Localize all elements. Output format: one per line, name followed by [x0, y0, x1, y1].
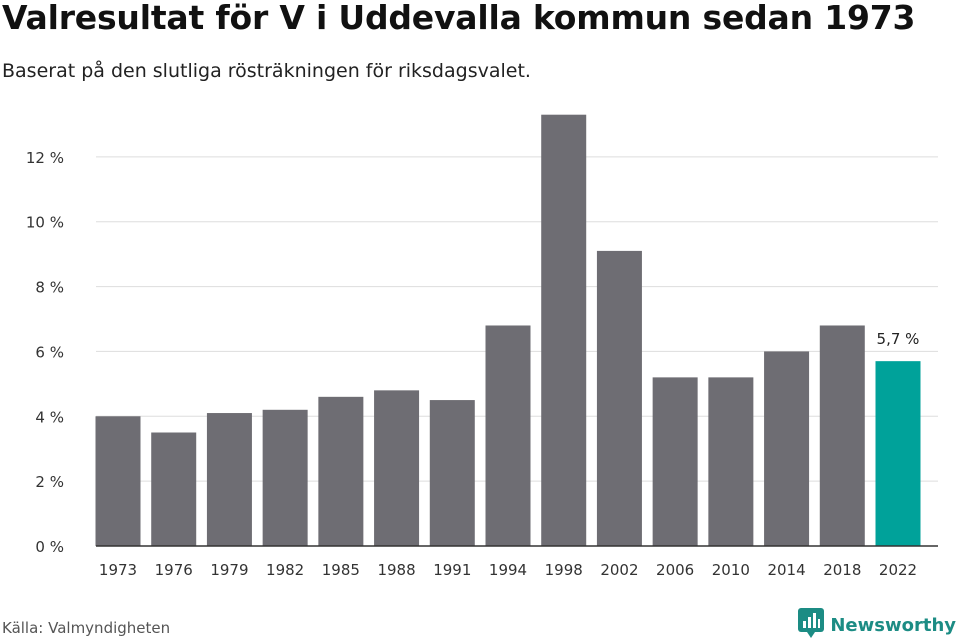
bar-1991: [429, 400, 475, 546]
x-tick-label: 1973: [99, 561, 137, 579]
bar-chart: 0 % 2 % 4 % 6 % 8 % 10 % 12 % 1973 1976 1979 1982 1…: [26, 114, 938, 579]
bar-1985: [318, 396, 364, 546]
bar-1998: [541, 114, 587, 546]
newsworthy-logo-icon: [798, 608, 825, 642]
bar-1976: [151, 432, 197, 546]
bar-2018: [819, 325, 865, 546]
x-tick-label: 1994: [489, 561, 527, 579]
bar-1973: [95, 416, 141, 546]
source-note: Källa: Valmyndigheten: [2, 619, 171, 637]
y-tick-label: 0 %: [35, 538, 64, 556]
x-tick-label: 1998: [545, 561, 583, 579]
y-tick-label: 8 %: [35, 279, 64, 297]
brand-logo[interactable]: Newsworthy: [798, 608, 956, 642]
x-tick-label: 2014: [767, 561, 805, 579]
x-tick-label: 1985: [322, 561, 360, 579]
bar-2022: [875, 361, 921, 546]
x-tick-label: 1988: [377, 561, 415, 579]
x-tick-label: 2010: [712, 561, 750, 579]
x-tick-label: 2002: [600, 561, 638, 579]
bar-2014: [764, 351, 810, 546]
bar-1979: [206, 413, 252, 546]
bar-1994: [485, 325, 531, 546]
bar-2010: [708, 377, 754, 546]
bar-1988: [374, 390, 420, 546]
chart-subtitle: Baserat på den slutliga rösträkningen fö…: [2, 60, 531, 82]
bar-1982: [262, 409, 308, 546]
data-label: 5,7 %: [877, 330, 920, 348]
bar-2002: [596, 250, 642, 546]
x-tick-label: 1991: [433, 561, 471, 579]
y-tick-label: 4 %: [35, 408, 64, 426]
chart-title: Valresultat för V i Uddevalla kommun sed…: [2, 0, 916, 37]
x-tick-label: 1976: [155, 561, 193, 579]
y-tick-label: 12 %: [26, 149, 64, 167]
x-tick-label: 1982: [266, 561, 304, 579]
y-tick-label: 2 %: [35, 473, 64, 491]
y-tick-label: 10 %: [26, 214, 64, 232]
x-tick-label: 2006: [656, 561, 694, 579]
x-tick-label: 2022: [879, 561, 917, 579]
brand-name: Newsworthy: [830, 614, 956, 636]
x-tick-label: 2018: [823, 561, 861, 579]
bar-2006: [652, 377, 698, 546]
y-tick-label: 6 %: [35, 343, 64, 361]
x-tick-label: 1979: [210, 561, 248, 579]
